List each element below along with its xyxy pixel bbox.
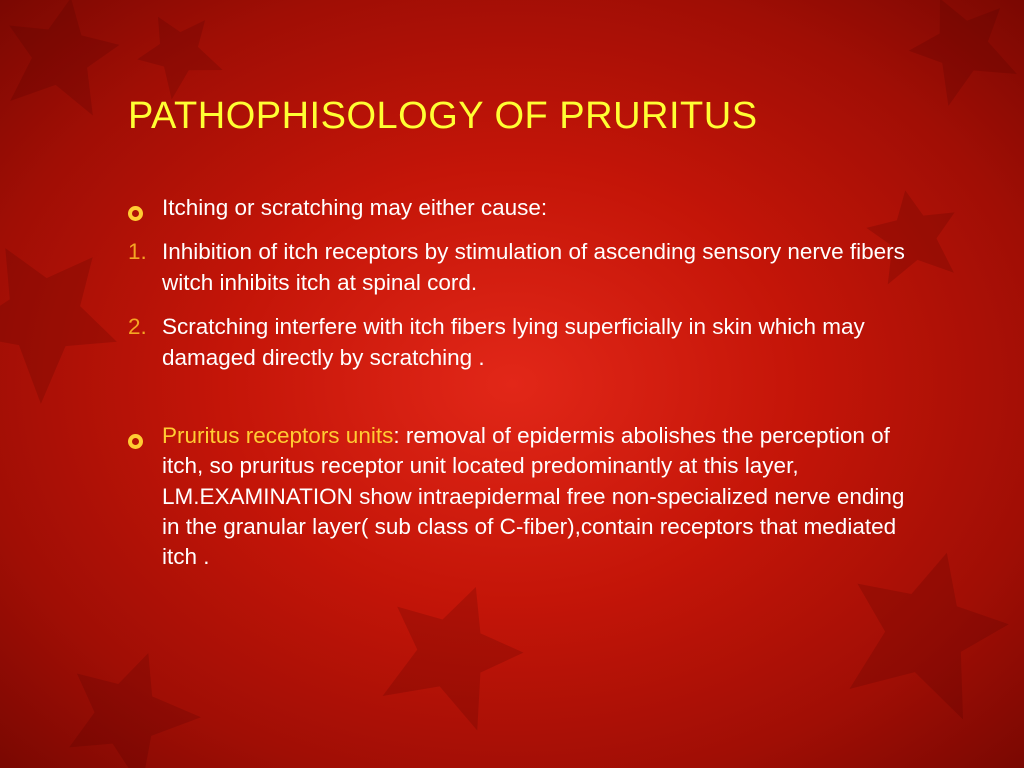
list-item-text: Itching or scratching may either cause: [162, 193, 919, 223]
list-item: Pruritus receptors units: removal of epi… [128, 421, 919, 573]
bullet-icon [128, 199, 162, 229]
spacer [128, 387, 919, 421]
list-item-text: Scratching interfere with itch fibers ly… [162, 312, 919, 373]
highlight-text: Pruritus receptors units [162, 423, 393, 448]
list-number: 2. [128, 312, 162, 342]
slide-content: PATHOPHISOLOGY OF PRURITUS Itching or sc… [0, 0, 1024, 573]
bullet-icon [128, 427, 162, 457]
list-item: 2.Scratching interfere with itch fibers … [128, 312, 919, 373]
leaf-decoration [22, 610, 239, 768]
slide-body-list: Itching or scratching may either cause:1… [128, 193, 919, 573]
slide: PATHOPHISOLOGY OF PRURITUS Itching or sc… [0, 0, 1024, 768]
slide-title: PATHOPHISOLOGY OF PRURITUS [128, 95, 919, 138]
leaf-decoration [342, 550, 557, 765]
list-item: 1.Inhibition of itch receptors by stimul… [128, 237, 919, 298]
list-item-text: Pruritus receptors units: removal of epi… [162, 421, 919, 573]
list-item-text: Inhibition of itch receptors by stimulat… [162, 237, 919, 298]
list-item: Itching or scratching may either cause: [128, 193, 919, 223]
list-number: 1. [128, 237, 162, 267]
